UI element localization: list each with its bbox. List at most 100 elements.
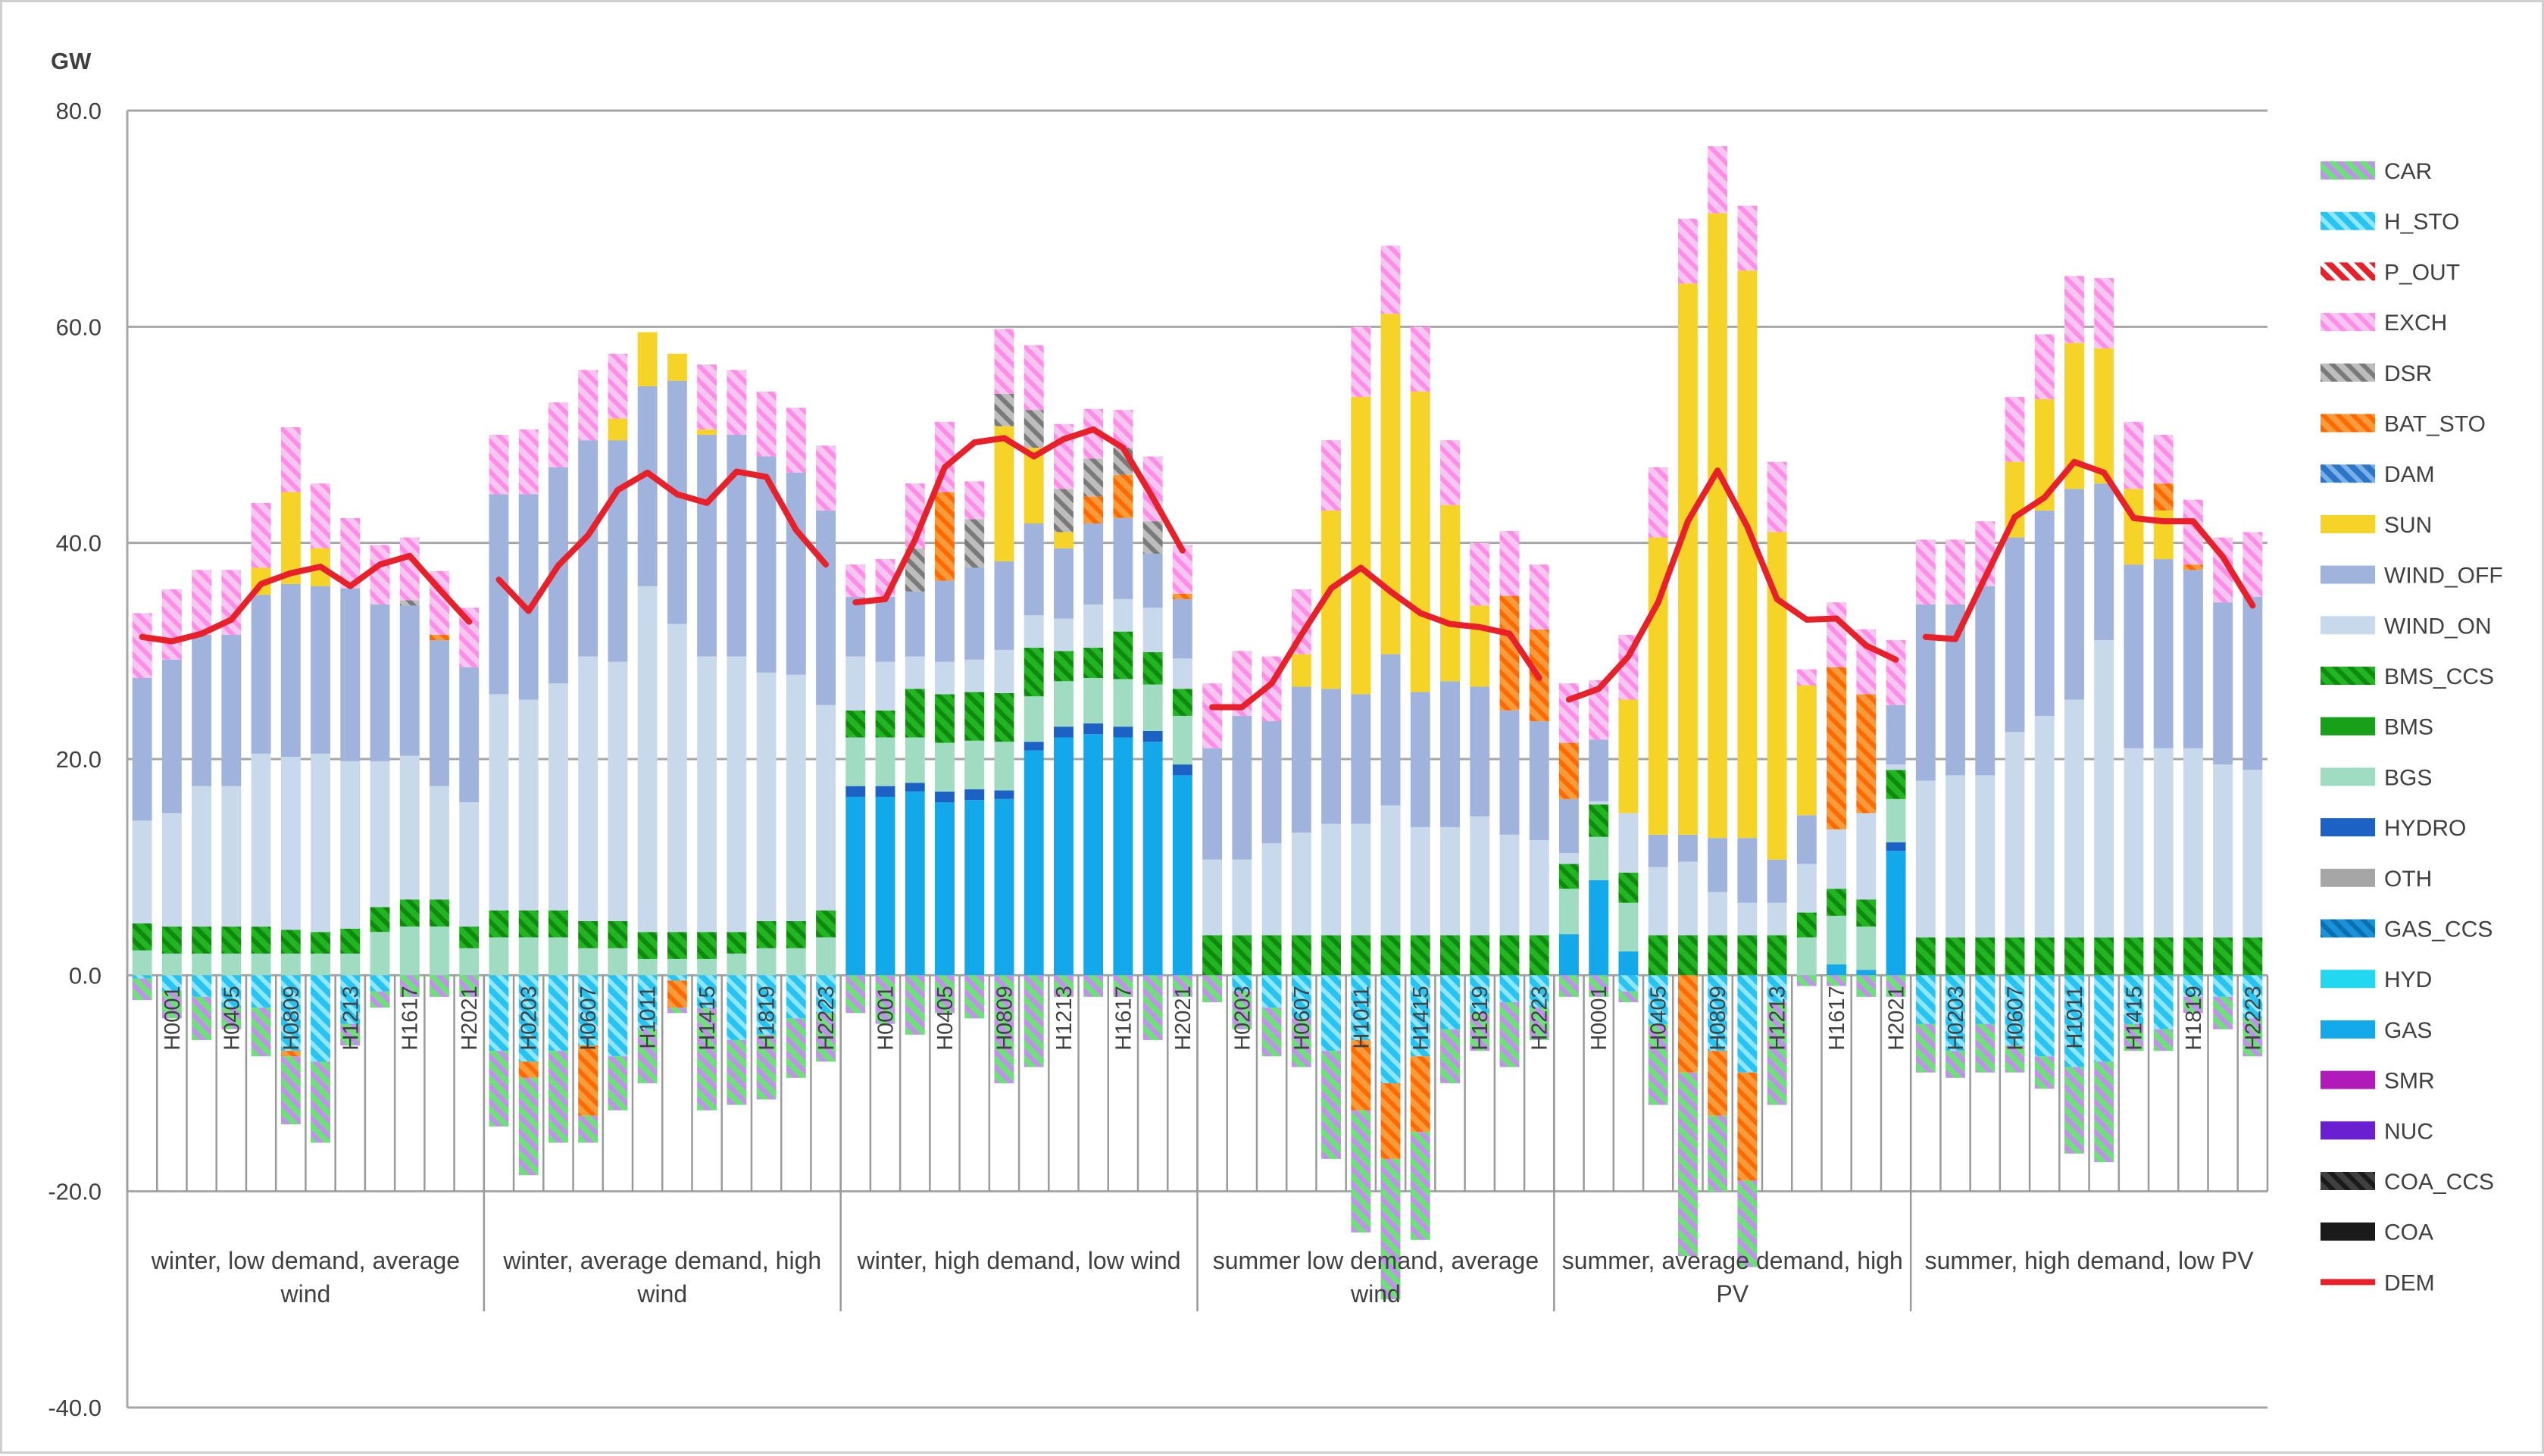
legend-swatch (2321, 211, 2375, 230)
y-tick-label: 80.0 (56, 98, 102, 124)
bar-segment-bat_sto (667, 980, 687, 1008)
legend-swatch (2321, 161, 2375, 180)
bar-segment-wind_on (2213, 764, 2233, 938)
legend-swatch (2321, 565, 2375, 584)
category-tick-label: H1617 (398, 986, 423, 1050)
bar-segment-gas (1083, 734, 1104, 976)
bar-segment-bms_ccs (2153, 937, 2174, 976)
bar-segment-hydro (1053, 726, 1074, 738)
group-label: winter, high demand, low wind (857, 1247, 1181, 1274)
bar-segment-wind_off (1053, 548, 1074, 619)
y-axis-unit-label: GW (51, 48, 92, 74)
bar-segment-h_sto (1291, 975, 1311, 1019)
bar-segment-sun (2124, 489, 2144, 565)
category-tick-label: H1819 (2182, 986, 2206, 1050)
bar-segment-sun (994, 426, 1014, 561)
legend-label: P_OUT (2384, 260, 2460, 285)
category-tick-labels: H0001 H0405 H0809 H1213 H1617 H2021 H0203 H0607… (161, 986, 2266, 1050)
bar-segment-bms_ccs (132, 923, 152, 951)
legend-label: HYD (2384, 967, 2432, 992)
bar-segment-bms_ccs (1261, 935, 1282, 976)
bar-segment-wind_off (1915, 604, 1936, 781)
bar-segment-h_sto (1321, 975, 1342, 1051)
bar-segment-wind_off (1648, 834, 1668, 867)
bar-segment-hydro (1172, 764, 1192, 776)
bar-segment-sun (1618, 699, 1639, 814)
bar-segment-bgs (518, 937, 539, 976)
bar-segment-h_sto (1737, 975, 1758, 1073)
bar-segment-bgs (251, 953, 271, 976)
bar-segment-bms_ccs (399, 899, 420, 927)
bar-segment-h_sto (2153, 975, 2174, 1030)
legend-item-bms_ccs: BMS_CCS (2321, 664, 2494, 689)
demand-line (1209, 564, 1542, 711)
legend-swatch (2321, 363, 2375, 382)
bar-segment-exch (1827, 602, 1847, 667)
bar-segment-h_sto (667, 975, 687, 981)
bar-segment-wind_off (578, 440, 598, 657)
category-tick-label: H1011 (636, 986, 661, 1048)
bar-segment-bms_ccs (1083, 648, 1104, 678)
bar-segment-hydro (1886, 842, 1906, 851)
bar-segment-gas (1886, 851, 1906, 976)
bar-segment-h_sto (756, 975, 777, 1035)
bar-segment-wind_off (1321, 689, 1342, 824)
legend-swatch (2321, 414, 2375, 433)
bar-segment-exch (1024, 345, 1044, 411)
bar-segment-bms_ccs (1024, 648, 1044, 697)
bar-segment-car (1767, 1002, 1787, 1105)
legend-swatch (2321, 970, 2375, 989)
legend-label: OTH (2384, 867, 2432, 892)
bar-segment-wind_off (1410, 692, 1430, 827)
bar-segment-exch (2124, 421, 2144, 489)
bar-segment-car (1529, 1008, 1549, 1040)
bar-segment-bms_ccs (1677, 935, 1698, 976)
bar-segment-bat_sto (1410, 1056, 1430, 1133)
bar-segment-wind_off (311, 586, 330, 754)
y-tick-label: 40.0 (56, 530, 102, 557)
bar-segment-bms_ccs (192, 926, 212, 954)
bar-segment-wind_off (727, 435, 747, 657)
bar-segment-sun (1737, 270, 1758, 839)
bar-segment-exch (2005, 397, 2025, 462)
bar-segment-bms_ccs (578, 921, 598, 948)
bar-segment-car (489, 1051, 509, 1127)
bar-segment-wind_on (1499, 834, 1520, 936)
bar-segment-wind_on (786, 674, 806, 921)
bar-segment-wind_on (1975, 775, 1996, 938)
bar-segment-car (1024, 975, 1044, 1067)
legend-item-wind_off: WIND_OFF (2321, 564, 2503, 589)
bar-segment-wind_on (221, 786, 242, 927)
category-tick-label: H1213 (339, 986, 363, 1050)
legend-item-hydro: HYDRO (2321, 816, 2466, 841)
bar-segment-bms_ccs (2242, 937, 2263, 976)
legend-label: DEM (2384, 1270, 2435, 1295)
legend-item-exch: EXCH (2321, 311, 2447, 336)
bar-segment-car (2213, 996, 2233, 1030)
category-tick-label: H0405 (1647, 986, 1671, 1050)
bar-segment-wind_off (1172, 598, 1192, 659)
bar-segment-bms_ccs (1380, 935, 1401, 976)
bar-segment-gas (1589, 880, 1609, 976)
bar-segment-car (935, 975, 955, 1014)
legend-item-oth: OTH (2321, 867, 2432, 892)
category-tick-label: H0001 (874, 986, 899, 1050)
category-tick-label: H1819 (755, 986, 780, 1050)
category-tick-label: H1213 (1766, 986, 1790, 1050)
bar-segment-exch (251, 502, 271, 568)
legend-swatch (2321, 1121, 2375, 1140)
bar-segment-wind_off (2213, 602, 2233, 765)
bar-segment-h_sto (1440, 975, 1460, 1030)
legend-item-wind_on: WIND_ON (2321, 614, 2492, 639)
bar-segment-exch (2094, 278, 2114, 348)
bar-segment-car (667, 1008, 687, 1014)
bar-segment-car (875, 975, 895, 1024)
bar-segment-h_sto (2034, 975, 2055, 1057)
bar-segment-wind_on (161, 813, 182, 927)
category-tick-label: H0607 (577, 986, 601, 1050)
bar-segment-bms_ccs (1440, 935, 1460, 976)
legend-label: NUC (2384, 1119, 2433, 1144)
bar-segment-sun (1024, 448, 1044, 523)
bar-segment-car (1172, 975, 1192, 997)
bar-segment-wind_on (1946, 775, 1965, 938)
